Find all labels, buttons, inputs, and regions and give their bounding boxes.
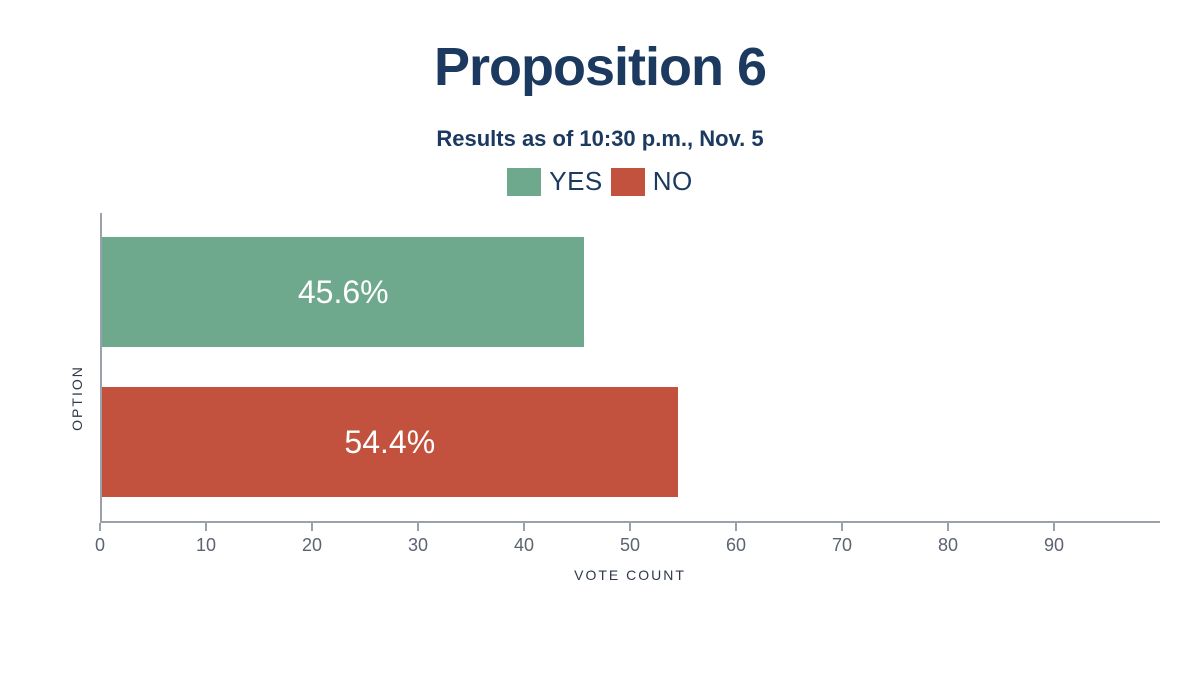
bar-yes: 45.6% [102, 237, 584, 347]
x-tick-mark [99, 523, 101, 531]
x-tick-mark [629, 523, 631, 531]
x-tick-label: 30 [408, 535, 428, 556]
x-tick-label: 20 [302, 535, 322, 556]
x-tick-mark [417, 523, 419, 531]
chart-title: Proposition 6 [0, 36, 1200, 98]
x-tick-mark [841, 523, 843, 531]
x-tick-label: 60 [726, 535, 746, 556]
x-tick: 30 [408, 523, 428, 556]
x-tick-mark [1053, 523, 1055, 531]
bar-label-yes: 45.6% [102, 274, 584, 311]
x-tick: 10 [196, 523, 216, 556]
x-tick: 40 [514, 523, 534, 556]
x-tick: 90 [1044, 523, 1064, 556]
x-tick-mark [205, 523, 207, 531]
x-tick: 60 [726, 523, 746, 556]
chart: OPTION 45.6% 54.4% 0102030405060708090 V… [100, 213, 1160, 583]
x-tick-mark [947, 523, 949, 531]
bars-container: 45.6% 54.4% [102, 213, 1160, 521]
x-tick-label: 90 [1044, 535, 1064, 556]
legend-swatch-no [611, 168, 645, 196]
x-tick-label: 0 [95, 535, 105, 556]
x-tick: 80 [938, 523, 958, 556]
bar-no: 54.4% [102, 387, 678, 497]
x-tick-label: 70 [832, 535, 852, 556]
y-axis-title: OPTION [69, 365, 85, 431]
x-tick: 0 [95, 523, 105, 556]
x-tick-mark [735, 523, 737, 531]
x-tick: 50 [620, 523, 640, 556]
legend-swatch-yes [507, 168, 541, 196]
x-axis-ticks: 0102030405060708090 [100, 523, 1160, 563]
legend: YES NO [0, 166, 1200, 197]
x-tick-label: 80 [938, 535, 958, 556]
x-tick: 20 [302, 523, 322, 556]
x-tick-label: 40 [514, 535, 534, 556]
legend-label-no: NO [653, 166, 693, 197]
x-tick-mark [311, 523, 313, 531]
x-tick: 70 [832, 523, 852, 556]
bar-label-no: 54.4% [102, 424, 678, 461]
x-tick-label: 50 [620, 535, 640, 556]
legend-label-yes: YES [549, 166, 603, 197]
x-tick-label: 10 [196, 535, 216, 556]
x-tick-mark [523, 523, 525, 531]
plot-area: 45.6% 54.4% [100, 213, 1160, 523]
chart-subtitle: Results as of 10:30 p.m., Nov. 5 [0, 126, 1200, 152]
x-axis-title: VOTE COUNT [100, 567, 1160, 583]
